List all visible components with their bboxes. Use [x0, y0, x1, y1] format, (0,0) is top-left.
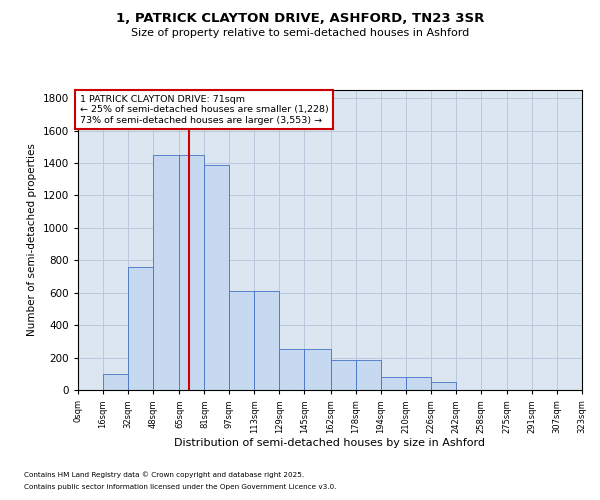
Bar — [381, 376, 406, 390]
Bar — [279, 348, 304, 390]
Bar — [128, 267, 153, 390]
Bar — [179, 155, 205, 390]
Bar — [431, 382, 455, 390]
Text: Contains public sector information licensed under the Open Government Licence v3: Contains public sector information licen… — [24, 484, 337, 490]
Bar — [304, 348, 331, 390]
Text: Size of property relative to semi-detached houses in Ashford: Size of property relative to semi-detach… — [131, 28, 469, 38]
Bar — [229, 291, 254, 390]
Bar — [103, 374, 128, 390]
Bar — [331, 360, 356, 390]
Bar — [356, 360, 381, 390]
Text: 1 PATRICK CLAYTON DRIVE: 71sqm
← 25% of semi-detached houses are smaller (1,228): 1 PATRICK CLAYTON DRIVE: 71sqm ← 25% of … — [80, 95, 328, 124]
Bar — [205, 164, 229, 390]
X-axis label: Distribution of semi-detached houses by size in Ashford: Distribution of semi-detached houses by … — [175, 438, 485, 448]
Bar — [153, 155, 179, 390]
Text: 1, PATRICK CLAYTON DRIVE, ASHFORD, TN23 3SR: 1, PATRICK CLAYTON DRIVE, ASHFORD, TN23 … — [116, 12, 484, 26]
Text: Contains HM Land Registry data © Crown copyright and database right 2025.: Contains HM Land Registry data © Crown c… — [24, 471, 304, 478]
Y-axis label: Number of semi-detached properties: Number of semi-detached properties — [27, 144, 37, 336]
Bar — [254, 291, 279, 390]
Bar — [406, 376, 431, 390]
